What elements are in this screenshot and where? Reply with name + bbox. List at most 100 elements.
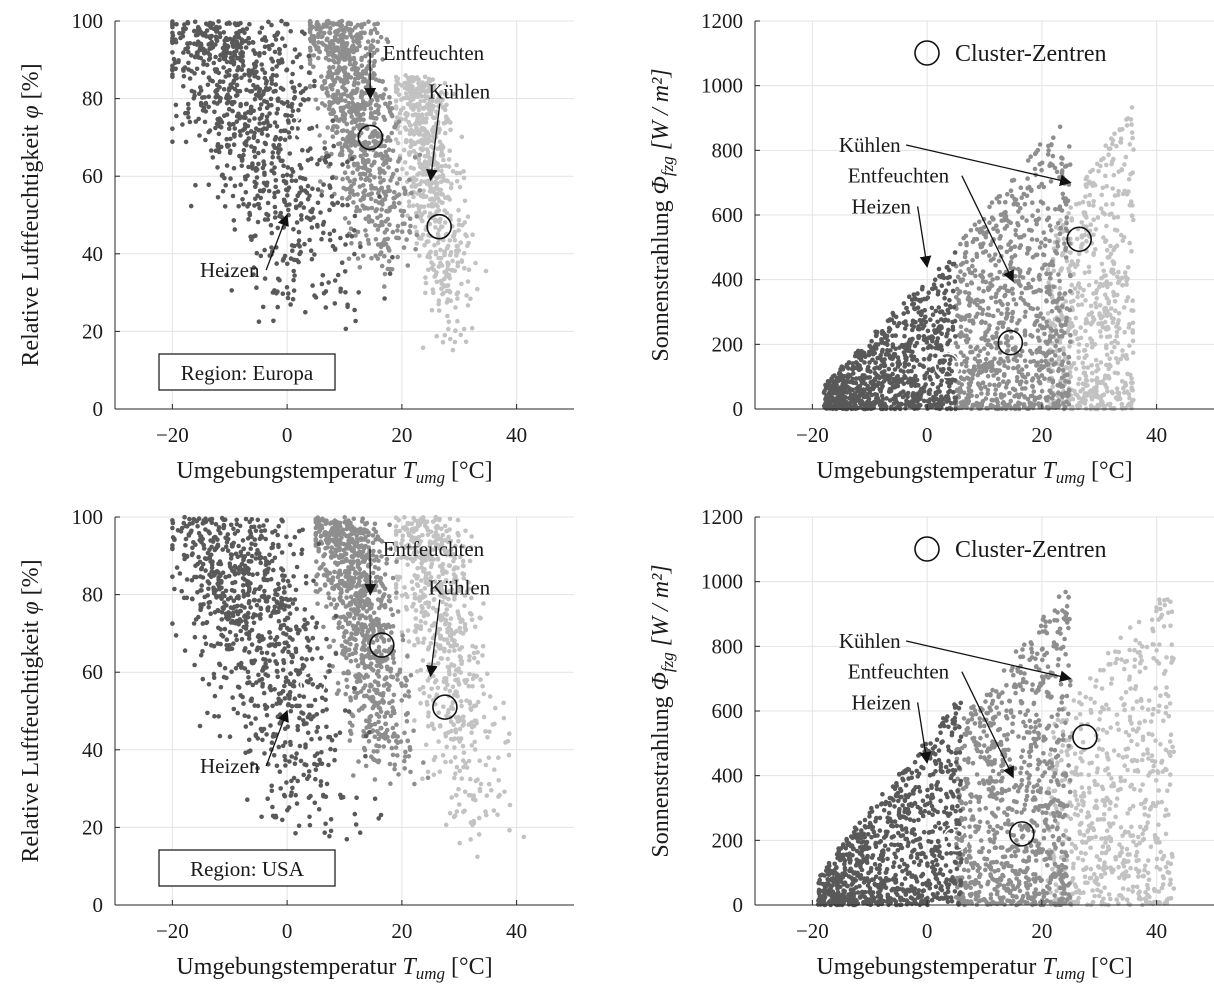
scatter-point [334, 130, 339, 136]
scatter-point [928, 377, 933, 382]
scatter-point [1024, 218, 1029, 223]
scatter-point [341, 33, 347, 39]
scatter-point [1121, 305, 1127, 310]
scatter-point [408, 84, 413, 90]
scatter-point [315, 224, 320, 229]
scatter-point [262, 98, 267, 104]
scatter-point [957, 289, 963, 295]
scatter-point [442, 81, 448, 86]
scatter-point [256, 93, 262, 99]
scatter-point [1114, 228, 1120, 233]
scatter-point [1124, 282, 1129, 287]
scatter-point [895, 364, 901, 369]
x-tick-label: 20 [1031, 423, 1052, 447]
scatter-point [1002, 226, 1008, 231]
scatter-point [360, 159, 366, 165]
scatter-point [243, 115, 248, 121]
scatter-point [307, 84, 313, 90]
scatter-point [993, 263, 998, 268]
scatter-point [872, 350, 877, 356]
scatter-point [1060, 304, 1065, 309]
scatter-point [290, 248, 295, 253]
scatter-point [286, 291, 291, 296]
scatter-point [408, 165, 414, 170]
scatter-point [369, 255, 374, 261]
scatter-point [1028, 359, 1033, 365]
scatter-point [264, 118, 270, 124]
scatter-point [456, 217, 462, 223]
scatter-point [406, 203, 412, 209]
scatter-point [1062, 241, 1067, 246]
scatter-point [1094, 288, 1100, 293]
scatter-point [442, 249, 447, 254]
scatter-point [1114, 143, 1119, 149]
scatter-point [1129, 249, 1134, 254]
scatter-point [1112, 193, 1118, 198]
scatter-point [286, 207, 291, 213]
scatter-point [290, 85, 296, 90]
scatter-point [265, 200, 271, 206]
scatter-point [1059, 333, 1065, 339]
scatter-point [363, 46, 369, 51]
scatter-point [1078, 245, 1084, 250]
scatter-point [1001, 320, 1006, 326]
scatter-point [1024, 379, 1029, 385]
scatter-point [1076, 355, 1081, 361]
scatter-point [1097, 311, 1102, 316]
scatter-point [227, 67, 232, 73]
scatter-point [443, 163, 448, 168]
scatter-point [281, 163, 286, 169]
scatter-point [1122, 330, 1127, 335]
scatter-point [427, 221, 433, 227]
scatter-point [452, 238, 458, 243]
scatter-point [961, 235, 966, 241]
scatter-point [969, 281, 975, 286]
scatter-point [926, 335, 932, 340]
scatter-point [1056, 318, 1062, 323]
scatter-point [438, 224, 444, 229]
scatter-point [1075, 294, 1080, 300]
scatter-point [395, 254, 401, 260]
scatter-point [247, 210, 252, 216]
scatter-point [223, 183, 228, 188]
scatter-point [882, 357, 887, 362]
scatter-point [909, 323, 915, 328]
scatter-point [365, 39, 371, 44]
scatter-point [1030, 213, 1035, 218]
scatter-point [1025, 372, 1031, 377]
scatter-point [267, 46, 272, 52]
scatter-point [207, 128, 213, 133]
scatter-point [447, 238, 453, 243]
scatter-point [341, 77, 347, 82]
scatter-point [872, 376, 878, 382]
scatter-point [890, 362, 895, 368]
scatter-point [299, 217, 304, 222]
scatter-point [434, 279, 440, 285]
scatter-point [1123, 380, 1128, 386]
scatter-point [386, 245, 391, 251]
scatter-point [455, 260, 461, 266]
scatter-point [1130, 338, 1136, 344]
scatter-point [449, 268, 455, 273]
scatter-point [1071, 298, 1076, 304]
scatter-point [244, 101, 249, 107]
scatter-point [309, 125, 315, 131]
scatter-point [407, 230, 413, 235]
scatter-point [201, 51, 207, 56]
scatter-point [992, 382, 997, 388]
scatter-point [254, 175, 260, 180]
scatter-point [444, 283, 450, 289]
scatter-point [1104, 184, 1109, 189]
scatter-point [411, 194, 416, 200]
scatter-point [327, 65, 333, 71]
scatter-point [430, 77, 436, 82]
scatter-point [262, 50, 267, 56]
scatter-point [901, 311, 906, 316]
scatter-point [942, 290, 947, 296]
scatter-point [418, 216, 424, 221]
scatter-point [373, 102, 379, 108]
scatter-point [238, 133, 243, 138]
scatter-point [269, 245, 274, 250]
annotation-label: Kühlen [839, 133, 901, 157]
scatter-point [405, 263, 411, 268]
